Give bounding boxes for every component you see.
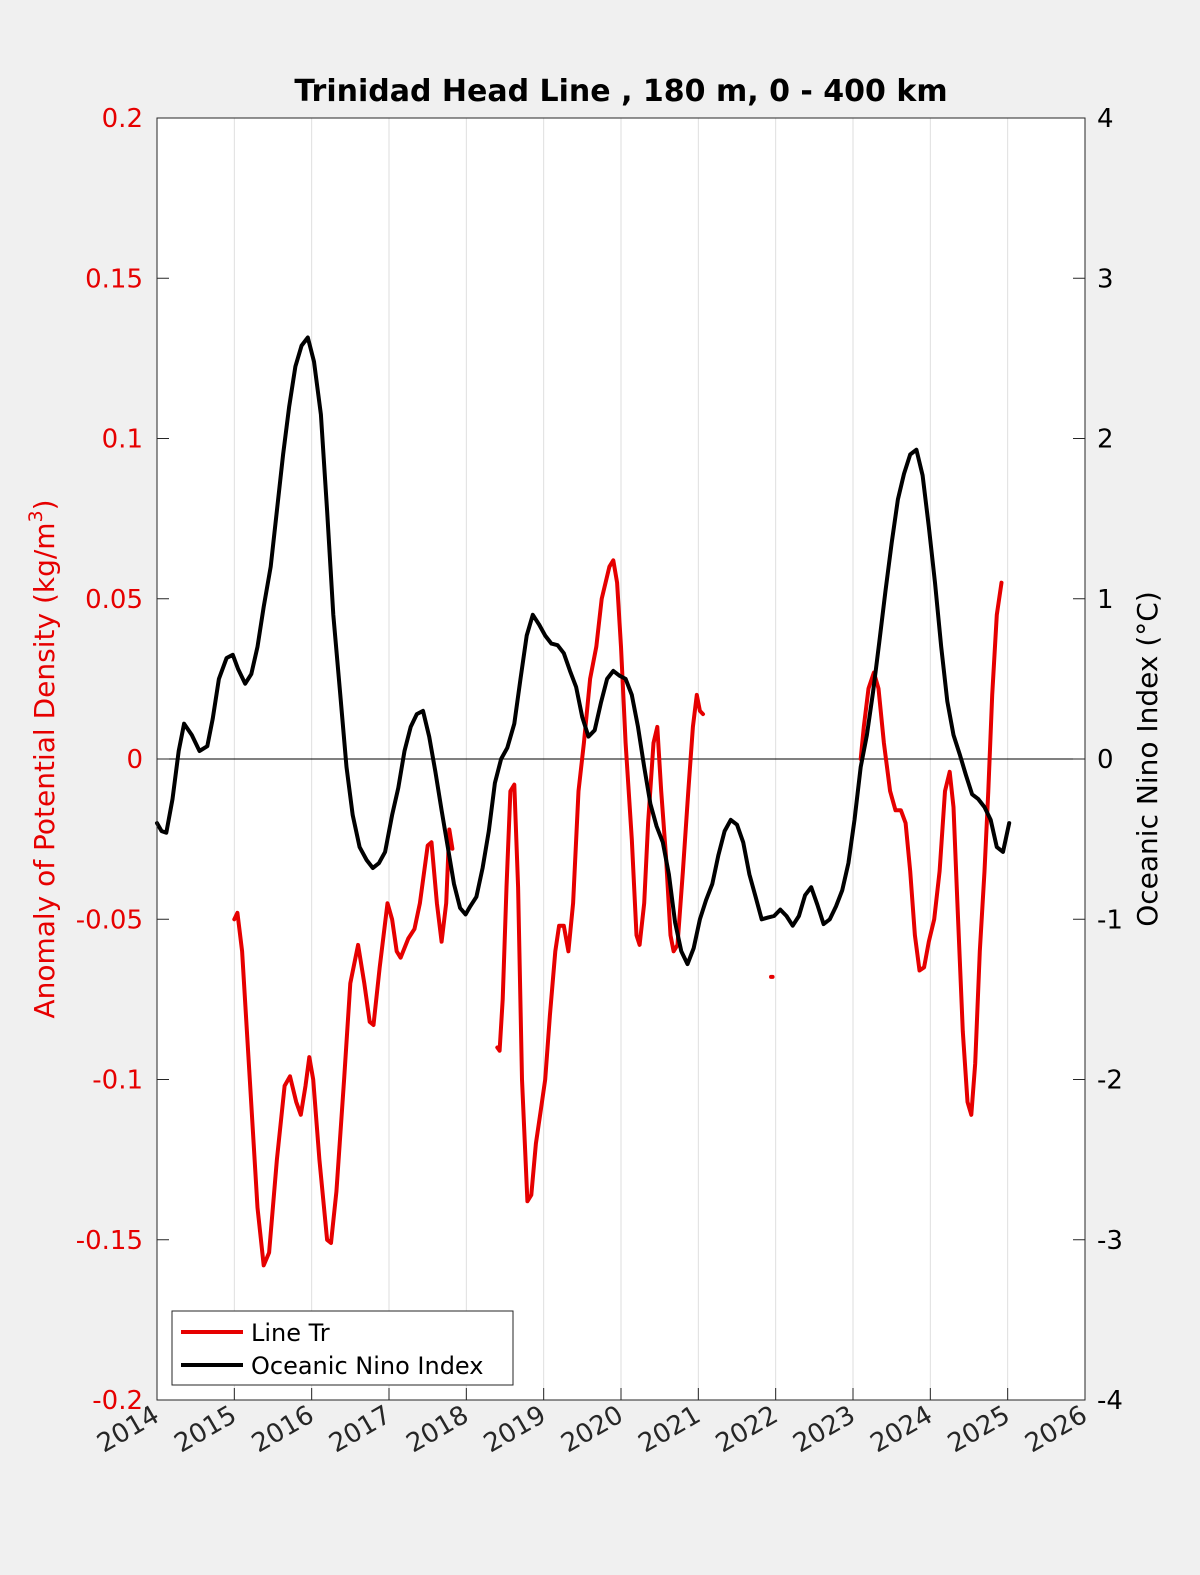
series-line-tr <box>495 558 705 1204</box>
legend-box <box>171 1310 514 1386</box>
y-left-tick-label: -0.1 <box>92 1066 143 1096</box>
y-left-tick-label: 0.05 <box>85 585 143 615</box>
y-right-tick-label: -1 <box>1097 905 1123 935</box>
series-line-tr <box>858 580 1004 1117</box>
legend-line-tr-label: Line Tr <box>251 1319 330 1347</box>
y-right-tick-label: 1 <box>1097 585 1114 615</box>
y-axis-left-label-close: ) <box>28 499 61 510</box>
y-axis-left-label: Anomaly of Potential Density (kg/m3) <box>25 499 61 1018</box>
y-left-tick-label: 0.15 <box>85 264 143 294</box>
legend[interactable]: Line Tr Oceanic Nino Index <box>171 1310 514 1386</box>
y-axis-left-label-base: Anomaly of Potential Density (kg/m <box>28 522 61 1018</box>
y-left-tick-label: -0.2 <box>92 1386 143 1416</box>
y-right-tick-label: 0 <box>1097 745 1114 775</box>
y-axis-left-label-sup: 3 <box>25 510 47 522</box>
series-line-tr <box>232 827 455 1268</box>
chart-title: Trinidad Head Line , 180 m, 0 - 400 km <box>294 74 947 109</box>
y-axis-right: 4 3 2 1 0 -1 -2 -3 -4 <box>1073 104 1123 1416</box>
series-layer <box>155 335 1012 1268</box>
y-left-tick-label: 0.2 <box>102 104 143 134</box>
y-left-tick-label: 0.1 <box>102 425 143 455</box>
y-axis-right-label: Oceanic Nino Index (°C) <box>1131 591 1164 927</box>
y-left-tick-label: -0.15 <box>76 1226 143 1256</box>
legend-oni-label: Oceanic Nino Index <box>251 1352 483 1380</box>
y-right-tick-label: 3 <box>1097 264 1114 294</box>
series-oceanic-nino-index <box>155 335 1012 967</box>
y-axis-left: 0.2 0.15 0.1 0.05 0 -0.05 -0.1 -0.15 -0.2 <box>76 104 169 1416</box>
y-right-tick-label: 4 <box>1097 104 1114 134</box>
y-right-tick-label: -3 <box>1097 1226 1123 1256</box>
y-right-tick-label: -2 <box>1097 1066 1123 1096</box>
y-left-tick-label: 0 <box>126 745 143 775</box>
y-right-tick-label: 2 <box>1097 425 1114 455</box>
y-right-tick-label: -4 <box>1097 1386 1123 1416</box>
y-left-tick-label: -0.05 <box>76 905 143 935</box>
